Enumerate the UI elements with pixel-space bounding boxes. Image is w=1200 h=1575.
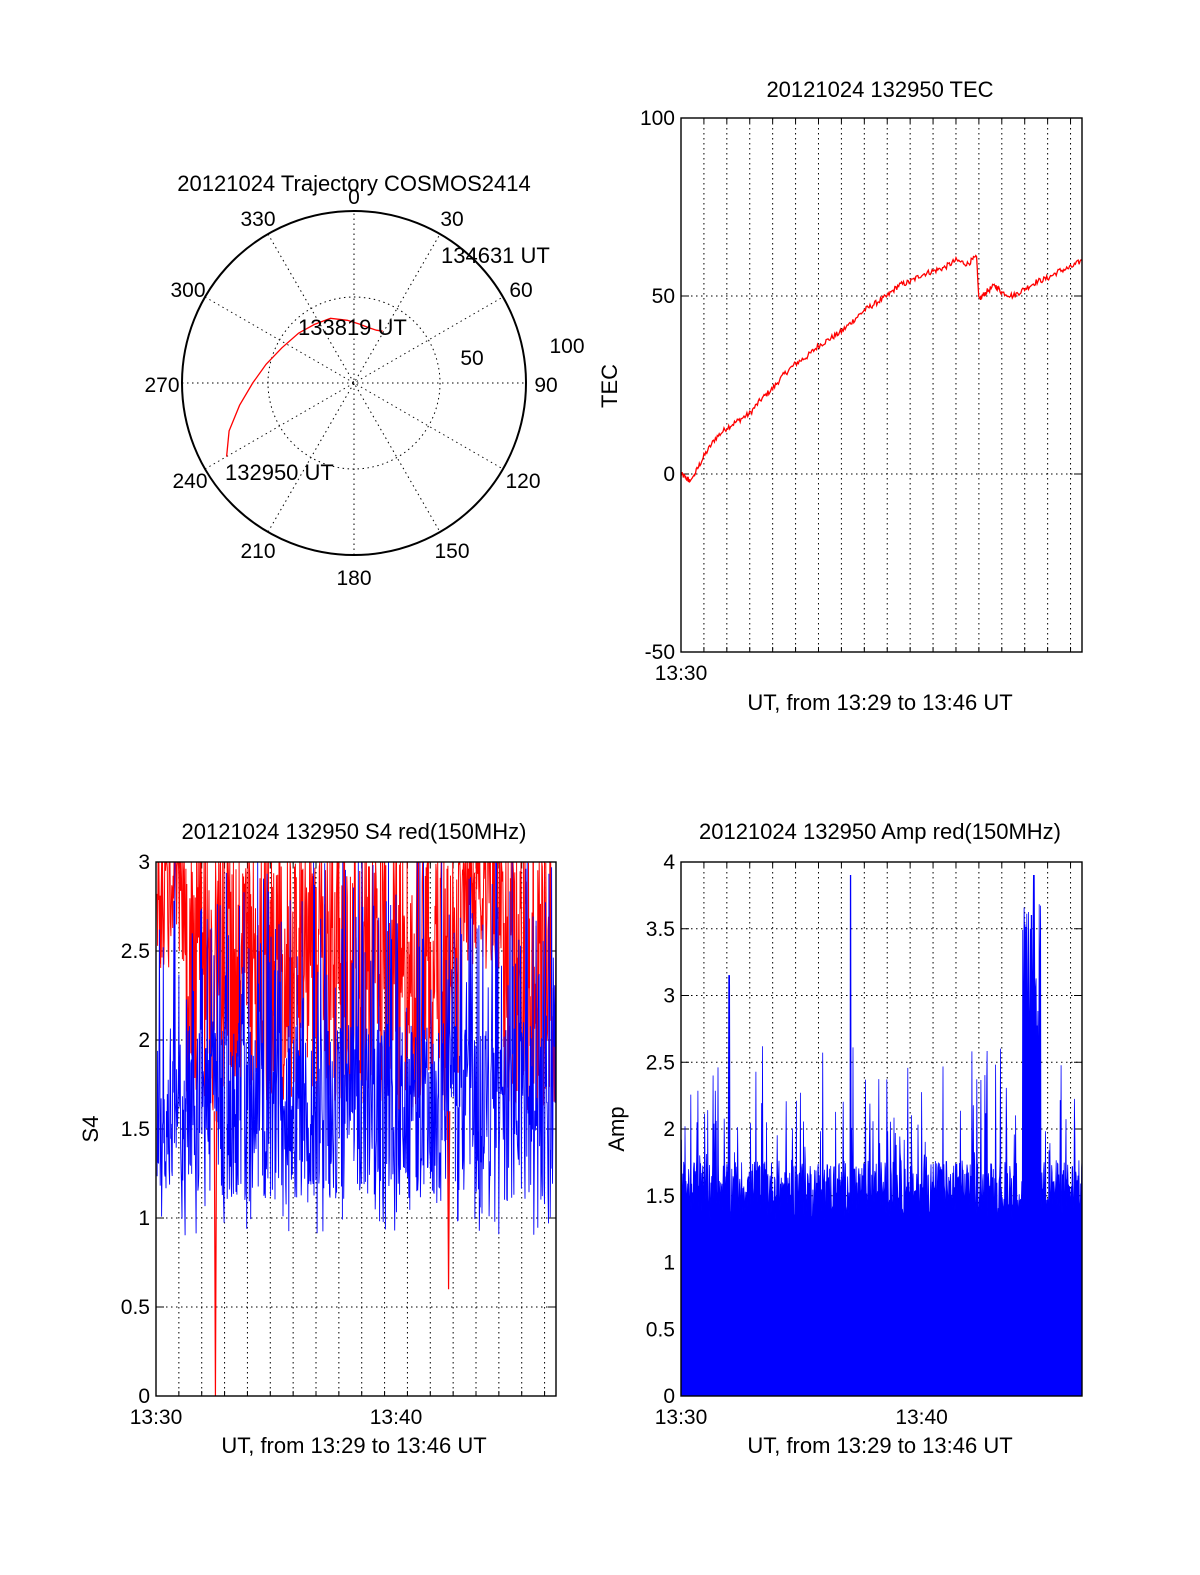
tec-ytick-label: 0 (663, 463, 675, 486)
s4-plot-area: 0 0.5 1 1.5 2 2.5 3 13:30 13:40 (121, 851, 557, 1429)
polar-labels: 0 30 60 90 120 150 180 210 240 270 300 330 50 100 (144, 186, 584, 590)
amp-xlabel: UT, from 13:29 to 13:46 UT (747, 1433, 1012, 1458)
polar-angle-label: 60 (509, 279, 532, 302)
tec-xlabel: UT, from 13:29 to 13:46 UT (747, 690, 1012, 715)
s4-ylabel: S4 (78, 1116, 103, 1143)
amp-xtick-label: 13:30 (655, 1406, 708, 1429)
s4-red-dip (446, 1111, 451, 1290)
polar-radial-label: 100 (549, 335, 584, 358)
tec-grid (680, 117, 1082, 653)
s4-ytick-label: 3 (138, 851, 150, 874)
polar-title: 20121024 Trajectory COSMOS2414 (177, 171, 530, 196)
amp-ytick-label: 3 (663, 985, 675, 1008)
polar-angle-label: 150 (434, 540, 469, 563)
tec-xtick-label: 13:30 (655, 662, 708, 685)
s4-title: 20121024 132950 S4 red(150MHz) (182, 819, 527, 844)
tec-plot-area: -50 0 50 100 13:30 (640, 107, 1083, 685)
tec-frame (680, 117, 1083, 653)
polar-angle-label: 0 (348, 186, 360, 209)
polar-angle-label: 240 (172, 470, 207, 493)
amp-ytick-label: 4 (663, 851, 675, 874)
s4-series (156, 862, 556, 1396)
amp-ytick-label: 3.5 (646, 918, 675, 941)
s4-xtick-label: 13:40 (370, 1406, 423, 1429)
polar-radial-label: 50 (460, 347, 483, 370)
s4-traces (156, 862, 556, 1396)
s4-ytick-label: 2 (138, 1029, 150, 1052)
amp-area (680, 875, 1083, 1397)
amp-ytick-label: 1 (663, 1252, 675, 1275)
s4-ytick-label: 0.5 (121, 1296, 150, 1319)
s4-xtick-label: 13:30 (130, 1406, 183, 1429)
amp-plot-area: 0 0.5 1 1.5 2 2.5 3 3.5 4 13:30 13:40 (646, 851, 1083, 1429)
polar-angle-label: 330 (240, 208, 275, 231)
s4-ytick-label: 2.5 (121, 940, 150, 963)
amp-title: 20121024 132950 Amp red(150MHz) (699, 819, 1061, 844)
tec-chart: 20121024 132950 TEC UT, from 13:29 to 13… (597, 77, 1083, 715)
polar-angle-label: 180 (336, 567, 371, 590)
tec-line (680, 254, 1083, 484)
trajectory-time-label: 134631 UT (441, 243, 550, 268)
s4-chart: 20121024 132950 S4 red(150MHz) UT, from … (78, 819, 557, 1458)
amp-ytick-label: 1.5 (646, 1185, 675, 1208)
trajectory-polar-chart: 20121024 Trajectory COSMOS2414 0 30 60 90 12… (144, 171, 584, 590)
trajectory-line (225, 317, 383, 457)
amp-frame (680, 861, 1083, 1397)
amp-chart: 20121024 132950 Amp red(150MHz) UT, from… (604, 819, 1083, 1458)
trajectory-time-label: 132950 UT (225, 460, 334, 485)
polar-series: 134631 UT 133819 UT 132950 UT (225, 243, 550, 485)
tec-ytick-label: 50 (652, 285, 675, 308)
amp-ytick-label: 0.5 (646, 1318, 675, 1341)
tec-ytick-label: -50 (645, 641, 675, 664)
amp-xtick-label: 13:40 (895, 1406, 948, 1429)
polar-angle-label: 300 (170, 279, 205, 302)
s4-blue-line (156, 862, 556, 1236)
polar-inner-ring (267, 296, 441, 470)
tec-title: 20121024 132950 TEC (766, 77, 993, 102)
amp-series (680, 875, 1083, 1397)
polar-angle-label: 30 (440, 208, 463, 231)
s4-ytick-label: 1.5 (121, 1118, 150, 1141)
polar-angle-label: 270 (144, 374, 179, 397)
s4-frame (155, 861, 557, 1397)
tec-series (680, 254, 1083, 484)
amp-ytick-label: 2.5 (646, 1051, 675, 1074)
polar-angle-label: 120 (505, 470, 540, 493)
s4-ytick-label: 0 (138, 1385, 150, 1408)
polar-angle-label: 90 (534, 374, 557, 397)
amp-ytick-label: 2 (663, 1118, 675, 1141)
amp-ylabel: Amp (604, 1106, 629, 1151)
tec-ylabel: TEC (597, 364, 622, 408)
s4-xlabel: UT, from 13:29 to 13:46 UT (221, 1433, 486, 1458)
s4-ytick-label: 1 (138, 1207, 150, 1230)
trajectory-time-label: 133819 UT (298, 315, 407, 340)
polar-angle-label: 210 (240, 540, 275, 563)
polar-grid (181, 210, 527, 556)
tec-ytick-label: 100 (640, 107, 675, 130)
s4-red-dip (213, 1111, 218, 1396)
amp-ytick-label: 0 (663, 1385, 675, 1408)
